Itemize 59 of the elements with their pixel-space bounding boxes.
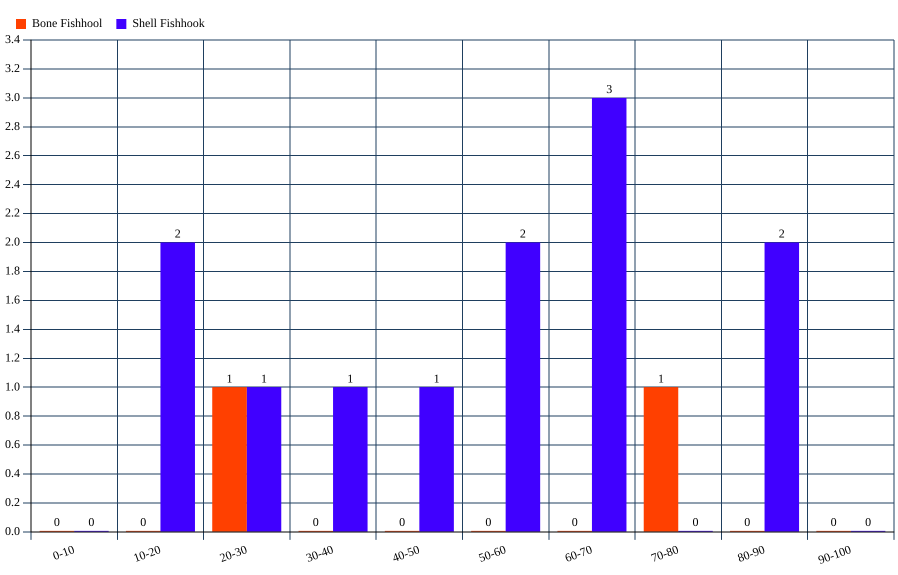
y-tick-label: 1.8	[5, 264, 20, 278]
bar	[419, 387, 454, 532]
x-tick-label: 10-20	[131, 542, 163, 565]
x-tick-label: 70-80	[649, 542, 680, 565]
data-label: 2	[174, 226, 181, 241]
y-tick-label: 0.2	[5, 495, 20, 510]
data-label: 1	[261, 371, 268, 386]
y-tick-label: 1.2	[5, 350, 20, 364]
y-tick-label: 2.8	[5, 118, 20, 133]
y-tick-label: 0.8	[5, 408, 20, 422]
bar	[160, 242, 195, 532]
bar	[212, 387, 247, 532]
x-tick-label: 90-100	[816, 542, 853, 568]
y-tick-label: 3.4	[5, 32, 20, 46]
data-label: 0	[54, 514, 60, 529]
y-tick-label: 0.0	[5, 524, 20, 538]
bar	[592, 98, 626, 532]
bar	[506, 242, 540, 532]
data-label: 0	[140, 514, 146, 529]
x-tick-label: 30-40	[304, 542, 336, 565]
data-label: 0	[830, 514, 837, 529]
x-tick-label: 40-50	[390, 542, 422, 565]
data-label: 0	[692, 514, 699, 529]
data-label: 0	[399, 514, 406, 529]
y-tick-label: 1.0	[5, 379, 20, 394]
data-label: 0	[744, 514, 750, 529]
bar	[246, 387, 282, 532]
data-label: 0	[865, 514, 872, 529]
x-tick-label: 50-60	[476, 542, 508, 565]
data-label: 3	[606, 82, 612, 96]
data-label: 1	[347, 371, 354, 386]
data-label: 2	[520, 226, 526, 241]
bar	[764, 242, 800, 532]
data-label: 2	[778, 226, 785, 241]
y-tick-label: 0.4	[5, 466, 20, 480]
y-tick-label: 2.6	[5, 148, 20, 162]
y-tick-label: 2.4	[5, 176, 20, 191]
y-tick-label: 1.6	[5, 292, 20, 307]
data-label: 0	[312, 514, 319, 529]
y-tick-label: 2.2	[5, 206, 20, 220]
legend-label: Shell Fishhook	[132, 16, 205, 30]
x-tick-label: 20-30	[218, 542, 249, 565]
y-tick-label: 3.0	[5, 90, 20, 104]
data-label: 0	[572, 514, 578, 529]
data-label: 1	[226, 371, 232, 386]
data-label: 0	[485, 514, 492, 529]
y-tick-label: 2.0	[5, 234, 20, 249]
x-tick-label: 80-90	[736, 542, 767, 565]
x-tick-label: 0-10	[50, 542, 76, 563]
legend-label: Bone Fishhool	[32, 16, 104, 30]
data-label: 1	[434, 371, 440, 386]
x-tick-label: 60-70	[562, 542, 594, 565]
data-label: 0	[88, 514, 94, 529]
y-tick-label: 0.6	[5, 437, 20, 452]
bar	[644, 387, 678, 532]
data-label: 1	[658, 371, 664, 386]
y-tick-label: 1.4	[5, 321, 20, 336]
y-tick-label: 3.2	[5, 61, 20, 76]
bar	[333, 387, 368, 532]
